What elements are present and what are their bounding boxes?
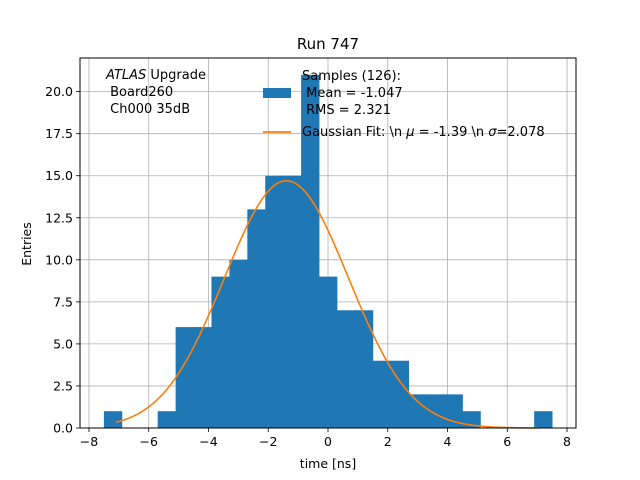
x-tick-label: 6 (503, 434, 511, 449)
y-tick-label: 10.0 (45, 252, 73, 267)
histogram-bar (103, 411, 123, 428)
histogram-bar (534, 411, 553, 428)
x-tick-label: 4 (444, 434, 452, 449)
legend-fit-mid: = -1.39 \n (415, 125, 489, 140)
axis-ticks: −8 −6 −4 −2 0 2 4 6 8 0.0 2.5 5.0 7.5 10.0 12.5 15.0 17.… (45, 84, 571, 449)
annotation-line-1: ATLAS Upgrade (105, 68, 206, 83)
legend-histogram-line-3: RMS = 2.321 (302, 103, 391, 118)
histogram-bar (283, 175, 302, 428)
histogram-bar (354, 310, 374, 428)
gaussian-fit-curve (115, 179, 541, 429)
histogram-bar (426, 394, 445, 428)
legend-fit-mu: μ (405, 125, 414, 140)
legend-fit-sigma: σ (488, 125, 497, 140)
histogram-bar (319, 276, 338, 428)
x-tick-label: −6 (140, 434, 158, 449)
legend-fit-prefix: Gaussian Fit: \n (302, 125, 406, 140)
x-tick-label: 2 (384, 434, 392, 449)
y-axis-label: Entries (19, 222, 34, 266)
x-tick-label: −4 (199, 434, 217, 449)
x-tick-label: 0 (324, 434, 332, 449)
histogram-bar (157, 411, 177, 428)
annotation-line-3: Ch000 35dB (106, 102, 190, 117)
atlas-annotation: ATLAS Upgrade Board260 Ch000 35dB (105, 68, 206, 117)
atlas-label: ATLAS (105, 68, 146, 83)
histogram-bar (301, 74, 320, 429)
y-tick-label: 0.0 (53, 421, 73, 436)
annotation-line-2: Board260 (106, 85, 173, 100)
x-tick-label: 8 (563, 434, 571, 449)
histogram-bar (247, 209, 266, 428)
y-tick-label: 20.0 (45, 84, 73, 99)
histogram-bar (372, 360, 392, 428)
y-tick-label: 7.5 (53, 294, 73, 309)
y-tick-label: 2.5 (53, 378, 73, 393)
histogram-bar (336, 310, 356, 428)
histogram-bar (175, 327, 194, 428)
legend-histogram-line-2: Mean = -1.047 (302, 86, 403, 101)
annotation-upgrade: Upgrade (146, 68, 206, 83)
x-tick-label: −8 (80, 434, 98, 449)
y-tick-label: 17.5 (45, 126, 73, 141)
x-axis-label: time [ns] (300, 456, 356, 471)
gaussian-fit (115, 179, 541, 429)
legend-histogram-line-1: Samples (126): (302, 69, 401, 84)
y-tick-label: 15.0 (45, 168, 73, 183)
histogram-bar (229, 259, 248, 428)
histogram-bar (193, 327, 212, 428)
histogram-bar (390, 360, 410, 428)
legend: Samples (126): Mean = -1.047 RMS = 2.321… (263, 69, 545, 140)
histogram-bar (408, 394, 428, 428)
legend-fit-suffix: =2.078 (497, 125, 545, 140)
legend-fit-label: Gaussian Fit: \n μ = -1.39 \n σ=2.078 (302, 125, 545, 140)
histogram-bar (265, 175, 284, 428)
x-tick-label: −2 (259, 434, 277, 449)
y-tick-label: 5.0 (53, 336, 73, 351)
y-tick-label: 12.5 (45, 210, 73, 225)
histogram-bar (211, 276, 230, 428)
legend-histogram-swatch (263, 88, 291, 98)
chart-title: Run 747 (297, 35, 359, 53)
histogram-bars (103, 74, 553, 429)
